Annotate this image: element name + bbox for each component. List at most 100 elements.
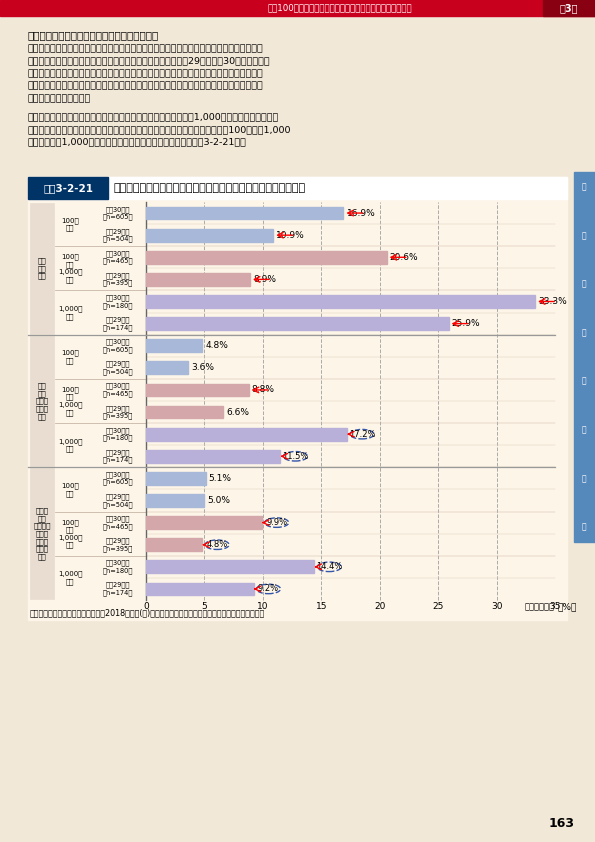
- Bar: [146, 428, 347, 440]
- Bar: [28, 177, 567, 620]
- Text: 25.9%: 25.9%: [452, 319, 480, 328]
- Text: 100人
以上
1,000人
未満: 100人 以上 1,000人 未満: [58, 253, 82, 283]
- Bar: [146, 361, 188, 374]
- Text: 平成29年春
（n=174）: 平成29年春 （n=174）: [103, 582, 133, 596]
- Text: 関: 関: [582, 328, 586, 337]
- Text: て、「レンタルオフィス、シェアオフィス等の利用」については従業員規模「100人以上1,000: て、「レンタルオフィス、シェアオフィス等の利用」については従業員規模「100人以…: [28, 125, 292, 134]
- Text: 6.6%: 6.6%: [226, 408, 249, 417]
- Text: 20: 20: [374, 602, 386, 611]
- Bar: [543, 0, 595, 16]
- Bar: [146, 472, 206, 485]
- Text: 平成29年春
（n=395）: 平成29年春 （n=395）: [103, 272, 133, 286]
- Text: 33.3%: 33.3%: [538, 297, 567, 306]
- Text: レンタ
ルオ
フィス、
シェア
オフィ
ス等の
利用: レンタ ルオ フィス、 シェア オフィ ス等の 利用: [33, 508, 51, 560]
- Bar: [146, 273, 250, 285]
- Bar: [146, 202, 555, 600]
- Text: 1,000人
以上: 1,000人 以上: [58, 571, 82, 585]
- Text: 10.9%: 10.9%: [276, 231, 305, 240]
- Text: 平成29年春
（n=174）: 平成29年春 （n=174）: [103, 317, 133, 331]
- Text: 15: 15: [315, 602, 327, 611]
- Text: 平成30年春
（n=180）: 平成30年春 （n=180）: [103, 427, 133, 441]
- Bar: [146, 317, 449, 330]
- Bar: [146, 450, 280, 463]
- Text: 100人
以上
1,000人
未満: 100人 以上 1,000人 未満: [58, 386, 82, 416]
- Text: 土: 土: [582, 183, 586, 191]
- Bar: [146, 251, 387, 264]
- Text: （複数回答）: （複数回答）: [525, 602, 555, 611]
- Text: 特に、「自社サテライトオフィス等」については従業員規模「1,000人以上」の企業におい: 特に、「自社サテライトオフィス等」については従業員規模「1,000人以上」の企業…: [28, 113, 279, 121]
- Bar: [28, 177, 567, 199]
- Text: 8.9%: 8.9%: [253, 274, 276, 284]
- Text: 100人
未満: 100人 未満: [61, 482, 79, 497]
- Text: 9.9%: 9.9%: [266, 518, 287, 527]
- Text: 平成30年春
（n=605）: 平成30年春 （n=605）: [103, 206, 133, 220]
- Bar: [146, 561, 314, 573]
- Text: 従業員がテレワークする場所や制度の整備状況（従業員規模別）: 従業員がテレワークする場所や制度の整備状況（従業員規模別）: [114, 183, 306, 193]
- Text: する大都市圏に立地する企業に対する調査結果によると、平成29年と平成30年調査との比: する大都市圏に立地する企業に対する調査結果によると、平成29年と平成30年調査と…: [28, 56, 271, 66]
- Text: 17.2%: 17.2%: [349, 429, 375, 439]
- Text: 10: 10: [257, 602, 268, 611]
- Text: す: す: [582, 376, 586, 386]
- Text: 11.5%: 11.5%: [282, 452, 309, 461]
- Text: 平成30年春
（n=605）: 平成30年春 （n=605）: [103, 338, 133, 353]
- Bar: [146, 384, 249, 397]
- Bar: [146, 583, 253, 595]
- Text: 1,000人
以上: 1,000人 以上: [58, 438, 82, 452]
- Text: 5: 5: [202, 602, 207, 611]
- Bar: [146, 295, 535, 308]
- Text: 20.6%: 20.6%: [390, 253, 418, 262]
- Bar: [574, 172, 595, 542]
- Text: 較において、従業員規模に関わらず、「在宅勤務制度」の整備、「自社サテライトオフィス: 較において、従業員規模に関わらず、「在宅勤務制度」の整備、「自社サテライトオフィ…: [28, 69, 264, 78]
- Text: 平成30年春
（n=465）: 平成30年春 （n=465）: [103, 250, 133, 264]
- Bar: [30, 203, 54, 333]
- Text: 自社
サテ
ライト
オフィ
ス等: 自社 サテ ライト オフィ ス等: [36, 382, 49, 419]
- Text: 資料：「大都市圏オフィス需要調査2018春」（(株)ザイマックス不動産総合研究所）より国土交通省作成: 資料：「大都市圏オフィス需要調査2018春」（(株)ザイマックス不動産総合研究所…: [30, 608, 265, 617]
- Text: 平成29年春
（n=174）: 平成29年春 （n=174）: [103, 449, 133, 463]
- Bar: [146, 339, 202, 352]
- Text: 平成30年春
（n=180）: 平成30年春 （n=180）: [103, 295, 133, 309]
- Text: 1,000人
以上: 1,000人 以上: [58, 306, 82, 320]
- Text: 人生100年時代を見据えた社会における土地・不動産の活用: 人生100年時代を見据えた社会における土地・不動産の活用: [268, 3, 412, 13]
- Text: 平成29年春
（n=504）: 平成29年春 （n=504）: [103, 360, 133, 375]
- Text: 平成29年春
（n=395）: 平成29年春 （n=395）: [103, 537, 133, 552]
- Bar: [146, 538, 202, 552]
- Text: 3.6%: 3.6%: [191, 364, 214, 372]
- Bar: [146, 206, 343, 220]
- Text: 100人
未満: 100人 未満: [61, 349, 79, 364]
- Text: （%）: （%）: [557, 602, 577, 611]
- Text: その対応が進んでいる。: その対応が進んでいる。: [28, 94, 91, 103]
- Text: 図表3-2-21: 図表3-2-21: [43, 183, 93, 193]
- Bar: [146, 406, 223, 418]
- Text: 平成29年春
（n=395）: 平成29年春 （n=395）: [103, 405, 133, 419]
- Text: 第3章: 第3章: [560, 3, 578, 13]
- Text: 平成30年春
（n=605）: 平成30年春 （n=605）: [103, 472, 133, 486]
- Text: 等」の設備、「レンタルオフィス、シェアオフィス等の利用」のいずれの項目についても、: 等」の設備、「レンタルオフィス、シェアオフィス等の利用」のいずれの項目についても…: [28, 82, 264, 90]
- Text: 9.2%: 9.2%: [258, 584, 279, 594]
- Text: 8.8%: 8.8%: [252, 386, 275, 394]
- Text: 163: 163: [549, 817, 575, 830]
- Text: 100人
未満: 100人 未満: [61, 217, 79, 232]
- Bar: [146, 229, 273, 242]
- Bar: [30, 468, 54, 599]
- Text: 0: 0: [143, 602, 149, 611]
- Bar: [0, 0, 595, 16]
- Text: 5.1%: 5.1%: [209, 474, 231, 483]
- Text: 14.4%: 14.4%: [316, 562, 343, 572]
- Text: 5.0%: 5.0%: [208, 496, 230, 505]
- Bar: [30, 336, 54, 466]
- Text: 4.8%: 4.8%: [205, 341, 228, 350]
- Text: 平成30年春
（n=465）: 平成30年春 （n=465）: [103, 383, 133, 397]
- Bar: [146, 516, 262, 529]
- Text: 16.9%: 16.9%: [346, 209, 375, 217]
- Text: 平成29年春
（n=504）: 平成29年春 （n=504）: [103, 228, 133, 242]
- Text: 平成30年春
（n=465）: 平成30年春 （n=465）: [103, 515, 133, 530]
- Text: （企業におけるテレワークの整備整備の状況）: （企業におけるテレワークの整備整備の状況）: [28, 30, 159, 40]
- Text: 平成29年春
（n=504）: 平成29年春 （n=504）: [103, 493, 133, 508]
- Text: 意: 意: [582, 474, 586, 483]
- Text: 人未満」、「1,000人以上」の両者において増加している（図表3-2-21）。: 人未満」、「1,000人以上」の両者において増加している（図表3-2-21）。: [28, 137, 247, 147]
- Text: る: る: [582, 425, 586, 434]
- Text: 民間の不動産関連調査会社による「従業員がテレワークする場所や制度の整備状況」に関: 民間の不動産関連調査会社による「従業員がテレワークする場所や制度の整備状況」に関: [28, 44, 264, 53]
- Text: 向: 向: [582, 523, 586, 531]
- Text: 30: 30: [491, 602, 502, 611]
- Text: 25: 25: [433, 602, 444, 611]
